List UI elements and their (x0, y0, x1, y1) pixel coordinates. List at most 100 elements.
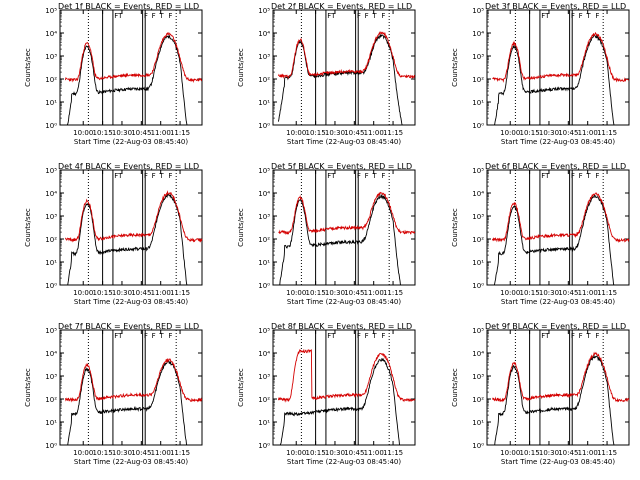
marker-label: F (114, 12, 118, 20)
x-axis-label: Start Time (22-Aug-03 08:45:40) (501, 458, 615, 466)
marker-label: F (144, 332, 148, 340)
panel-title: Det 4f BLACK = Events, RED = LLD (58, 162, 199, 171)
x-tick-label: 10:30 (539, 289, 559, 297)
y-tick-label: 10⁴ (472, 30, 484, 38)
y-axis-label: Counts/sec (451, 208, 459, 247)
y-axis-label: Counts/sec (237, 48, 245, 87)
y-tick-label: 10¹ (472, 419, 484, 427)
x-tick-label: 10:00 (500, 449, 520, 457)
y-axis-label: Counts/sec (24, 368, 32, 407)
y-tick-label: 10³ (258, 373, 270, 381)
y-tick-label: 10⁵ (472, 167, 484, 175)
x-tick-label: 10:45 (558, 289, 578, 297)
lld-series-line (492, 31, 630, 83)
lld-series-line (278, 191, 416, 236)
y-tick-label: 10¹ (472, 259, 484, 267)
panel-title: Det 5f BLACK = Events, RED = LLD (271, 162, 412, 171)
x-tick-label: 10:30 (112, 289, 132, 297)
y-tick-label: 10³ (45, 213, 57, 221)
x-axis-label: Start Time (22-Aug-03 08:45:40) (74, 458, 188, 466)
y-tick-label: 10³ (45, 373, 57, 381)
x-tick-label: 11:15 (597, 449, 617, 457)
x-tick-label: 10:15 (93, 449, 113, 457)
y-tick-label: 10¹ (472, 99, 484, 107)
x-tick-label: 11:15 (597, 129, 617, 137)
x-tick-label: 10:45 (131, 289, 151, 297)
panel-title: Det 7f BLACK = Events, RED = LLD (58, 322, 199, 331)
y-tick-label: 10² (258, 396, 270, 404)
marker-label: T (544, 332, 550, 340)
y-tick-label: 10² (258, 76, 270, 84)
marker-label: F (595, 332, 599, 340)
chart-panel-det-9: Det 9f BLACK = Events, RED = LLD 10⁰ 10¹ 10… (451, 322, 630, 466)
events-series-line (65, 193, 202, 286)
plot-frame (59, 9, 203, 126)
marker-label: F (152, 12, 156, 20)
y-tick-label: 10⁰ (45, 282, 57, 290)
x-tick-label: 10:45 (131, 449, 151, 457)
marker-label: F (579, 172, 583, 180)
marker-label: F (381, 332, 385, 340)
y-tick-label: 10⁰ (45, 122, 57, 130)
marker-label: T (158, 12, 164, 20)
marker-label: T (544, 12, 550, 20)
marker-label: F (144, 12, 148, 20)
y-tick-label: 10⁵ (258, 327, 270, 335)
marker-label: F (541, 12, 545, 20)
y-tick-label: 10⁵ (45, 167, 57, 175)
y-tick-label: 10³ (258, 53, 270, 61)
marker-label: F (365, 332, 369, 340)
y-tick-label: 10⁴ (472, 350, 484, 358)
marker-label: T (158, 332, 164, 340)
marker-label: F (579, 12, 583, 20)
marker-label: F (571, 12, 575, 20)
marker-label: F (144, 172, 148, 180)
plot-frame (272, 169, 416, 286)
marker-label: F (541, 332, 545, 340)
y-axis-label: Counts/sec (24, 208, 32, 247)
marker-label: T (158, 172, 164, 180)
plot-frame (486, 9, 630, 126)
marker-label: F (168, 332, 172, 340)
marker-label: T (330, 12, 336, 20)
x-tick-label: 10:00 (286, 129, 306, 137)
chart-panel-det-3: Det 3f BLACK = Events, RED = LLD 10⁰ 10¹ 10… (451, 2, 630, 146)
x-tick-label: 10:00 (73, 129, 93, 137)
x-axis-label: Start Time (22-Aug-03 08:45:40) (501, 298, 615, 306)
events-series-line (492, 34, 629, 126)
y-tick-label: 10² (45, 396, 57, 404)
x-tick-label: 10:15 (520, 129, 540, 137)
y-tick-label: 10⁰ (258, 122, 270, 130)
x-tick-label: 11:00 (151, 289, 171, 297)
x-tick-label: 10:45 (558, 449, 578, 457)
marker-label: T (585, 172, 591, 180)
y-tick-label: 10¹ (258, 419, 270, 427)
lld-series-line (491, 351, 630, 403)
x-tick-label: 11:00 (151, 449, 171, 457)
events-series-line (492, 354, 629, 446)
x-tick-label: 10:00 (73, 449, 93, 457)
y-tick-label: 10⁰ (472, 122, 484, 130)
plot-frame (486, 329, 630, 446)
marker-label: F (168, 12, 172, 20)
x-tick-label: 11:15 (170, 289, 190, 297)
x-tick-label: 10:45 (558, 129, 578, 137)
y-tick-label: 10² (472, 76, 484, 84)
y-tick-label: 10⁴ (258, 190, 270, 198)
chart-panel-det-8: Det 8f BLACK = Events, RED = LLD 10⁰ 10¹ 10… (237, 322, 416, 466)
y-tick-label: 10⁰ (472, 282, 484, 290)
x-tick-label: 10:00 (286, 289, 306, 297)
x-tick-label: 10:15 (93, 289, 113, 297)
marker-label: T (117, 12, 123, 20)
marker-label: T (371, 332, 377, 340)
events-series-line (65, 360, 202, 446)
marker-label: F (365, 172, 369, 180)
y-tick-label: 10¹ (45, 259, 57, 267)
x-tick-label: 10:30 (539, 129, 559, 137)
x-tick-label: 11:15 (170, 449, 190, 457)
events-series-line (492, 194, 629, 286)
x-tick-label: 11:15 (383, 129, 403, 137)
x-tick-label: 10:00 (500, 289, 520, 297)
y-tick-label: 10³ (472, 373, 484, 381)
x-tick-label: 11:15 (383, 289, 403, 297)
